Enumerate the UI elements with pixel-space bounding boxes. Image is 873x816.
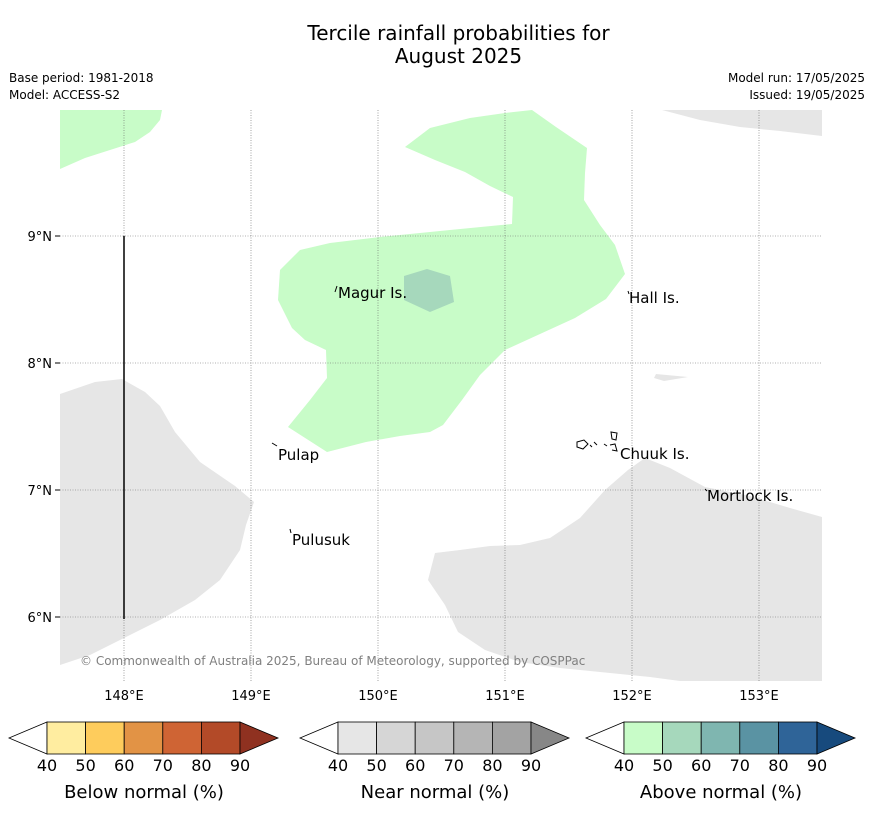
near-color-segment	[376, 721, 416, 755]
below-color-segment	[46, 721, 86, 755]
colorbar-near-normal: 40 50 60 70 80 90	[298, 721, 571, 775]
label-mortlock: Mortlock Is.	[707, 487, 793, 505]
near-tick-label: 50	[366, 756, 386, 775]
near-normal-region-small	[654, 374, 688, 381]
above-color-segment	[623, 721, 663, 755]
chuuk-lagoon-shape	[576, 431, 618, 452]
above-color-segment	[662, 721, 702, 755]
above-normal-region-main	[278, 110, 625, 452]
pulusuk-island-shape	[289, 528, 292, 534]
below-tick-label: 80	[191, 756, 211, 775]
near-normal-region-northeast	[662, 110, 822, 136]
near-normal-region-southeast	[428, 458, 822, 681]
near-tick-label: 70	[444, 756, 464, 775]
title-line-1: Tercile rainfall probabilities for	[307, 21, 610, 45]
above-color-segment	[700, 721, 741, 755]
lat-label-6n: 6°N	[28, 611, 53, 626]
below-extend-low	[7, 721, 48, 755]
below-tick-label: 90	[230, 756, 250, 775]
mortlock-island-shape	[704, 488, 708, 492]
near-extend-low	[298, 721, 339, 755]
lat-label-9n: 9°N	[28, 230, 53, 245]
lat-ticks	[55, 235, 60, 618]
lon-label-151e: 151°E	[485, 689, 525, 704]
near-color-segment	[337, 721, 377, 755]
below-tick-label: 60	[114, 756, 134, 775]
below-color-segment	[123, 721, 164, 755]
label-pulap: Pulap	[278, 446, 319, 464]
lat-label-7n: 7°N	[28, 484, 53, 499]
colorbar-title-above: Above normal (%)	[640, 782, 802, 803]
chart-title: Tercile rainfall probabilities for Augus…	[0, 22, 873, 68]
above-color-segment	[739, 721, 779, 755]
near-normal-region-west	[60, 379, 254, 665]
lat-label-8n: 8°N	[28, 357, 53, 372]
colorbar-title-near: Near normal (%)	[361, 782, 510, 803]
above-extend-high	[816, 721, 857, 755]
colorbar-below-normal: 40 50 60 70 80 90	[7, 721, 280, 775]
lon-label-153e: 153°E	[739, 689, 779, 704]
label-pulusuk: Pulusuk	[292, 531, 350, 549]
near-tick-label: 40	[328, 756, 348, 775]
issued-date: Issued: 19/05/2025	[749, 88, 865, 102]
near-extend-high	[530, 721, 571, 755]
meta-right: Model run: 17/05/2025 Issued: 19/05/2025	[728, 70, 865, 104]
label-magur: Magur Is.	[338, 284, 407, 302]
below-color-segment	[162, 721, 202, 755]
below-tick-label: 50	[75, 756, 95, 775]
pulap-island-shape	[271, 442, 278, 447]
below-color-segment	[200, 721, 241, 755]
copyright-notice: © Commonwealth of Australia 2025, Bureau…	[80, 654, 585, 668]
colorbar-above-normal: 40 50 60 70 80 90	[584, 721, 857, 775]
lon-label-152e: 152°E	[612, 689, 652, 704]
lon-label-149e: 149°E	[231, 689, 271, 704]
below-extend-high	[239, 721, 280, 755]
lon-label-150e: 150°E	[358, 689, 398, 704]
magur-island-shape	[334, 285, 338, 293]
base-period: Base period: 1981-2018	[9, 71, 154, 85]
near-color-segment	[453, 721, 493, 755]
above-tick-label: 70	[730, 756, 750, 775]
above-tick-label: 80	[768, 756, 788, 775]
near-tick-label: 60	[405, 756, 425, 775]
above-tick-label: 60	[691, 756, 711, 775]
near-color-segment	[491, 721, 532, 755]
model-run: Model run: 17/05/2025	[727, 71, 865, 85]
near-tick-label: 80	[482, 756, 502, 775]
island-outlines	[271, 285, 708, 534]
meta-left: Base period: 1981-2018 Model: ACCESS-S2	[9, 70, 154, 104]
above-normal-region-50-60	[404, 269, 454, 312]
above-color-segment	[778, 721, 818, 755]
near-tick-label: 90	[521, 756, 541, 775]
near-color-segment	[414, 721, 455, 755]
label-chuuk: Chuuk Is.	[620, 445, 689, 463]
above-normal-region-northwest	[60, 110, 162, 169]
model-name: Model: ACCESS-S2	[9, 88, 121, 102]
title-line-2: August 2025	[394, 44, 523, 68]
map-area	[60, 110, 822, 681]
below-tick-label: 70	[153, 756, 173, 775]
above-tick-label: 90	[807, 756, 827, 775]
lon-label-148e: 148°E	[104, 689, 144, 704]
above-tick-label: 50	[652, 756, 672, 775]
above-extend-low	[584, 721, 625, 755]
colorbar-title-below: Below normal (%)	[64, 782, 224, 803]
below-tick-label: 40	[37, 756, 57, 775]
below-color-segment	[85, 721, 125, 755]
label-hall: Hall Is.	[629, 289, 680, 307]
hall-island-shape	[627, 290, 630, 295]
above-tick-label: 40	[614, 756, 634, 775]
